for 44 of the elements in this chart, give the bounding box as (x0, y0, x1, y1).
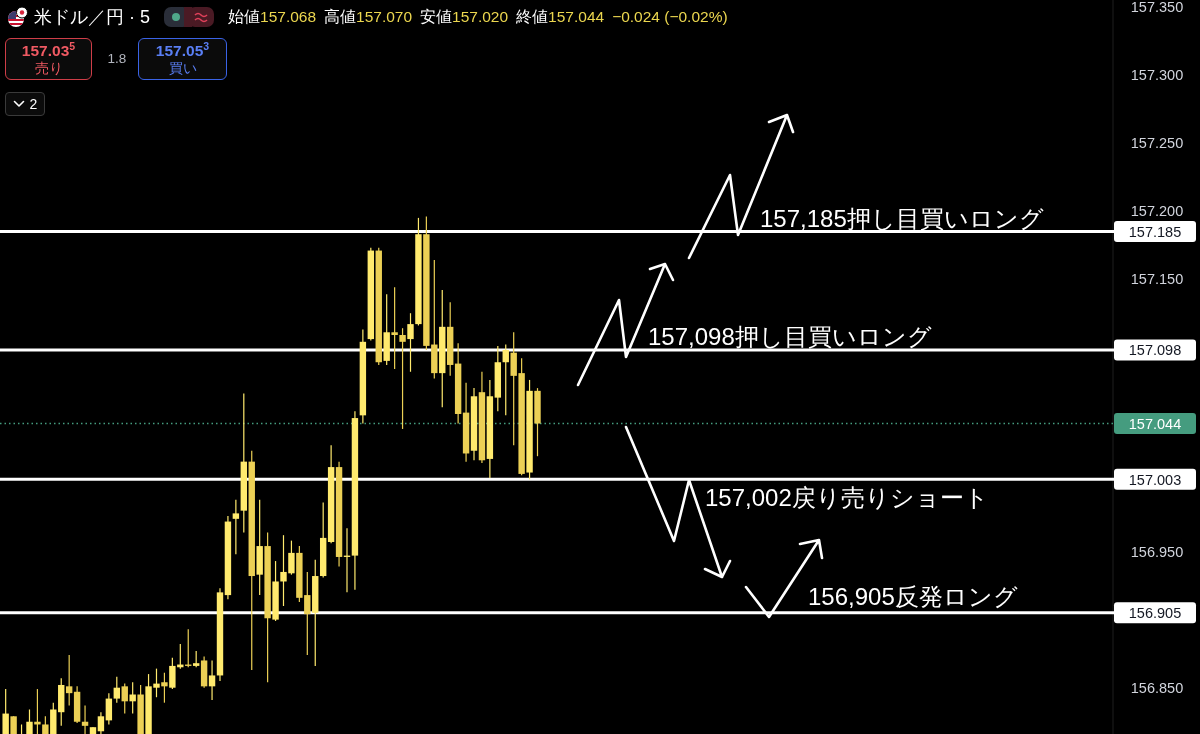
annotation: 買い (167, 60, 198, 77)
annotation: 156,905反発ロング (808, 582, 1018, 610)
candlestick (26, 708, 33, 734)
candlestick (2, 688, 9, 734)
candlestick (113, 676, 120, 704)
annotation: 始値157.068 (228, 7, 317, 25)
y-tick-label: 157.150 (1130, 271, 1184, 288)
annotation: 157.03$^{5}$ (20, 39, 77, 60)
y-tick-label: 157.350 (1130, 0, 1184, 15)
annotation: 売り (33, 60, 64, 77)
candlestick (65, 654, 73, 706)
ref-line-label: 157.003 (1128, 471, 1182, 488)
candlestick (97, 711, 105, 734)
candlestick (232, 499, 240, 555)
candlestick (407, 312, 414, 373)
annotation: 157,185押し目買いロング (760, 204, 1044, 232)
annotation: 157,098押し目買いロング (648, 322, 932, 350)
candlestick (399, 327, 406, 430)
candlestick (208, 659, 216, 701)
y-tick-label: 157.200 (1130, 203, 1184, 220)
annotation: 安値157.020 (420, 7, 509, 25)
y-tick-label: 156.850 (1130, 679, 1184, 696)
ref-line-label: 157.185 (1128, 223, 1182, 240)
ref-line-label: 157.098 (1128, 342, 1182, 359)
candlestick (129, 681, 136, 715)
annotation: 1.8 (106, 51, 128, 66)
y-tick-label: 156.950 (1130, 543, 1184, 560)
chart-title: 米ドル／円 · 5 (34, 6, 151, 29)
candlestick (161, 672, 168, 704)
annotation: 終値157.044 (516, 7, 605, 25)
annotation: 高値157.070 (324, 7, 413, 25)
candlestick (391, 286, 398, 370)
ref-line-label: 156.905 (1128, 605, 1182, 621)
candlestick (81, 704, 89, 734)
candlestick (502, 343, 509, 416)
y-tick-label: 157.300 (1130, 66, 1184, 83)
candlestick (105, 692, 113, 726)
annotation: −0.024 (−0.02%) (612, 8, 728, 25)
y-tick-label: 157.250 (1130, 134, 1184, 151)
ref-line-label: 157.044 (1128, 415, 1182, 432)
candlestick (121, 683, 128, 715)
annotation: 157,002戻り売りショート (705, 484, 989, 512)
annotation: 157.05$^{3}$ (154, 39, 211, 60)
annotation: 2 (29, 96, 38, 112)
